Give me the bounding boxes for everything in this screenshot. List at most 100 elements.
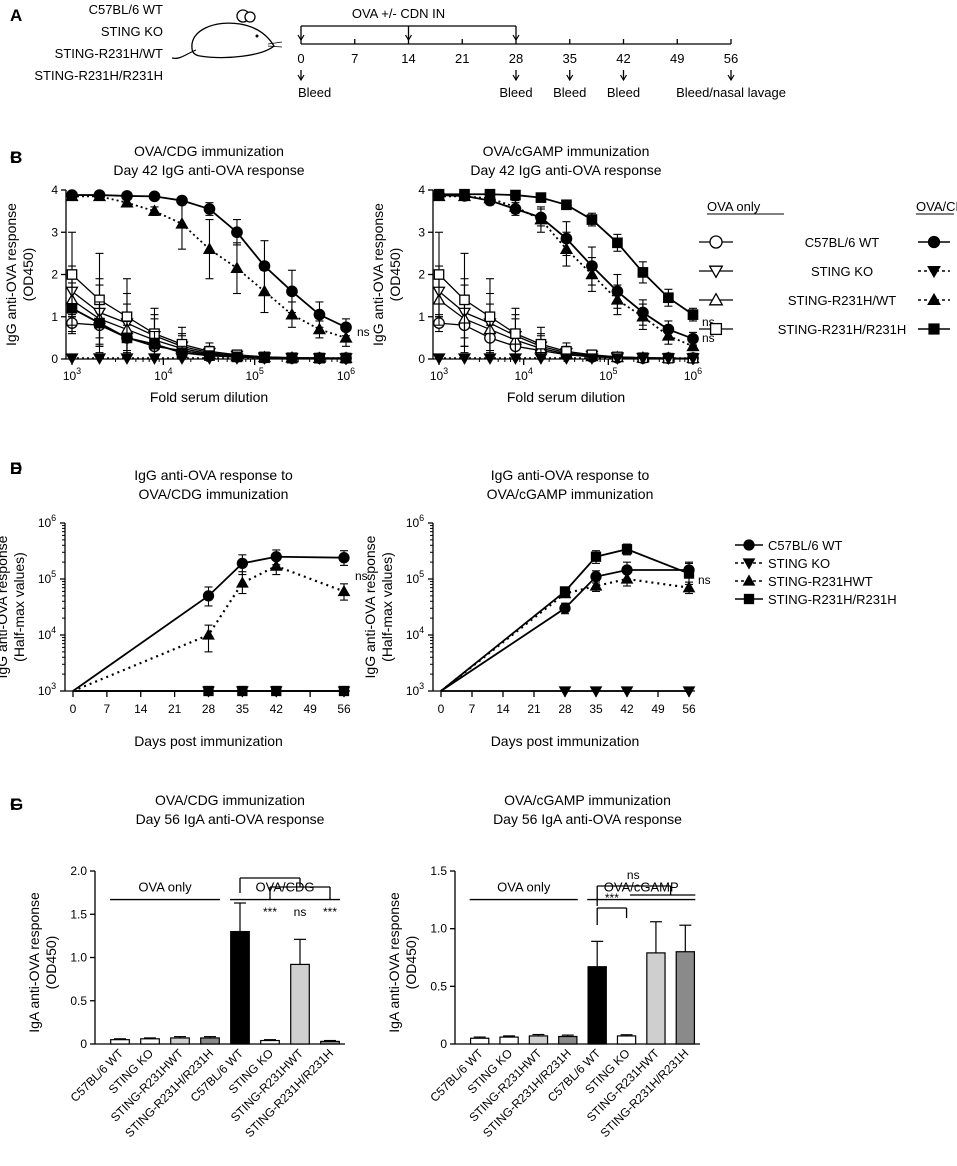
data-point (661, 328, 675, 341)
chart-title-line: Day 42 IgG anti-OVA response (113, 162, 304, 178)
x-tick-label: 104 (514, 366, 532, 383)
data-point (92, 189, 107, 202)
y-tick-label: 1.5 (430, 864, 447, 878)
timeline-day-label: 56 (724, 51, 738, 66)
bar-sting-r231h-r231h (200, 1036, 220, 1045)
data-point (258, 260, 271, 272)
data-point (683, 568, 695, 579)
timeline-day-label: 35 (563, 51, 577, 66)
legend-label: STING KO (768, 556, 830, 571)
legend-marker-filled (927, 235, 941, 249)
mouse-tail (171, 49, 197, 59)
bar-sting-ko (616, 1034, 637, 1045)
legend-entry-sting-r231h-r231h: STING-R231H/R231H (735, 592, 897, 607)
y-tick-label: 1 (418, 310, 425, 324)
x-tick-label: 0 (438, 702, 445, 716)
x-tick-label: 21 (168, 702, 182, 716)
data-point (610, 353, 624, 365)
data-point (236, 557, 249, 570)
y-tick-label: 0.5 (70, 994, 87, 1008)
panel-letter-a: A (10, 6, 22, 25)
y-tick-label: 2 (418, 268, 425, 282)
legend-marker-open (709, 235, 723, 249)
data-point (285, 307, 299, 320)
x-tick-label: 28 (558, 702, 572, 716)
chart-title-line: OVA/CDG immunization (155, 792, 305, 808)
bar-sting-r231hwt (646, 921, 666, 1045)
legend-label: STING-R231H/WT (788, 293, 896, 308)
legend-marker (742, 574, 756, 586)
y-tick-label: 104 (38, 625, 56, 642)
data-point (312, 322, 327, 335)
x-tick-label: 0 (70, 702, 77, 716)
legend-de: C57BL/6 WT STING KO STING-R231HWT STING-R23… (735, 538, 897, 607)
legend-entry-sting-ko: STING KO (699, 264, 950, 279)
x-tick-label: 49 (651, 702, 665, 716)
y-axis-label: IgG anti-OVA response(OD450) (3, 203, 36, 346)
data-point (259, 352, 270, 364)
panel-b-chart: B OVA/CDG immunization Day 42 IgG anti-OVA… (3, 143, 370, 405)
series-line (72, 195, 347, 339)
data-point (589, 579, 603, 591)
mouse-whiskers (267, 41, 283, 48)
bleed-arrowhead (297, 74, 305, 82)
data-point (534, 212, 548, 225)
series-sting-r231hwt (72, 559, 351, 693)
data-point (202, 242, 217, 254)
x-tick-label: 103 (63, 366, 81, 383)
bar (260, 1039, 280, 1045)
legend-marker-open (708, 292, 724, 306)
legend-entry-sting-ko: STING KO (735, 556, 830, 571)
treatment-label: OVA +/- CDN IN (352, 6, 445, 21)
series-sting-r231h-r231h (73, 685, 350, 697)
x-tick-label: 104 (154, 366, 172, 383)
data-point (687, 309, 699, 320)
data-point (286, 285, 298, 298)
y-tick-label: 105 (406, 569, 424, 586)
data-point (92, 353, 107, 365)
data-point (149, 338, 160, 350)
bleed-label: Bleed (499, 85, 532, 100)
x-tick-label: 14 (134, 702, 148, 716)
panel-letter-f: F (10, 795, 20, 814)
bar-sting-r231hwt (170, 1036, 190, 1045)
data-point (459, 188, 470, 200)
bar-sting-r231hwt (290, 938, 310, 1045)
bar (140, 1038, 160, 1045)
legend-marker (743, 539, 755, 551)
y-tick-label: 4 (51, 183, 58, 197)
y-axis-label: IgA anti-OVA response(OD450) (26, 892, 59, 1033)
data-point (286, 352, 298, 364)
series-sting-r231h-wt-ova-cdn (432, 189, 700, 352)
y-tick-label: 0.5 (430, 979, 447, 993)
chart-title-line: IgG anti-OVA response to (491, 467, 650, 483)
data-point (433, 269, 445, 280)
y-tick-label: 1 (51, 310, 58, 324)
data-point (65, 189, 79, 202)
bar-c57bl-6-wt (469, 1036, 490, 1045)
panel-f-chart: F OVA/CDG immunization Day 56 IgA anti-OVA… (10, 792, 345, 1140)
x-tick-label: 7 (104, 702, 111, 716)
mouse-body (191, 22, 275, 59)
x-tick-label: 42 (270, 702, 284, 716)
timeline-day-label: 42 (616, 51, 630, 66)
significance-label: ns (355, 569, 368, 583)
series-line (72, 564, 345, 693)
y-tick-label: 0 (440, 1037, 447, 1051)
data-point (314, 352, 325, 364)
legend-label: STING-R231HWT (768, 574, 873, 589)
bar (528, 1035, 549, 1045)
data-point (432, 353, 446, 365)
bar-sting-r231h-r231h (675, 924, 696, 1045)
data-point (559, 602, 571, 614)
legend-label: C57BL/6 WT (805, 235, 879, 250)
series-sting-r231h-r231h-ova-cdn (433, 188, 699, 322)
series-c57bl-6-wt (72, 549, 350, 692)
bar (499, 1036, 519, 1045)
legend-entry-c57bl-6-wt: C57BL/6 WT (699, 235, 950, 250)
group-label: OVA only (138, 880, 192, 895)
data-point (121, 332, 133, 344)
bar-c57bl-6-wt (230, 902, 250, 1045)
data-point (257, 284, 272, 297)
legend-label: STING-R231H/R231H (768, 592, 897, 607)
